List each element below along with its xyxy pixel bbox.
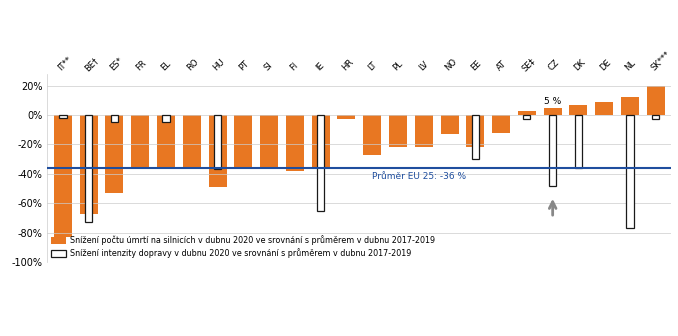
Bar	[621, 97, 639, 115]
Bar	[59, 115, 66, 118]
Bar	[647, 86, 664, 115]
Bar	[132, 115, 149, 168]
Bar	[157, 115, 175, 168]
Bar	[523, 115, 530, 120]
Bar	[54, 115, 72, 237]
Bar	[363, 115, 381, 155]
Bar	[626, 115, 633, 228]
Legend: Snížení počtu úmrtí na silnicích v dubnu 2020 ve srovnání s průměrem v dubnu 201: Snížení počtu úmrtí na silnicích v dubnu…	[52, 235, 435, 258]
Bar	[183, 115, 201, 168]
Bar	[652, 115, 660, 120]
Bar	[338, 115, 355, 120]
Bar	[492, 115, 510, 133]
Bar	[575, 115, 582, 168]
Bar	[85, 115, 92, 222]
Bar	[441, 115, 458, 134]
Bar	[544, 108, 561, 115]
Text: Průměr EU 25: -36 %: Průměr EU 25: -36 %	[372, 172, 466, 181]
Bar	[466, 115, 484, 148]
Bar	[106, 115, 123, 193]
Bar	[389, 115, 407, 148]
Bar	[595, 102, 613, 115]
Bar	[286, 115, 304, 171]
Bar	[415, 115, 433, 148]
Text: 5 %: 5 %	[544, 96, 561, 106]
Bar	[209, 115, 226, 187]
Bar	[312, 115, 330, 168]
Bar	[163, 115, 170, 122]
Bar	[518, 111, 536, 115]
Bar	[111, 115, 118, 122]
Bar	[549, 115, 556, 185]
Bar	[472, 115, 479, 159]
Bar	[235, 115, 252, 168]
Bar	[214, 115, 221, 169]
Bar	[80, 115, 98, 214]
Bar	[570, 105, 587, 115]
Bar	[317, 115, 324, 211]
Bar	[260, 115, 278, 168]
